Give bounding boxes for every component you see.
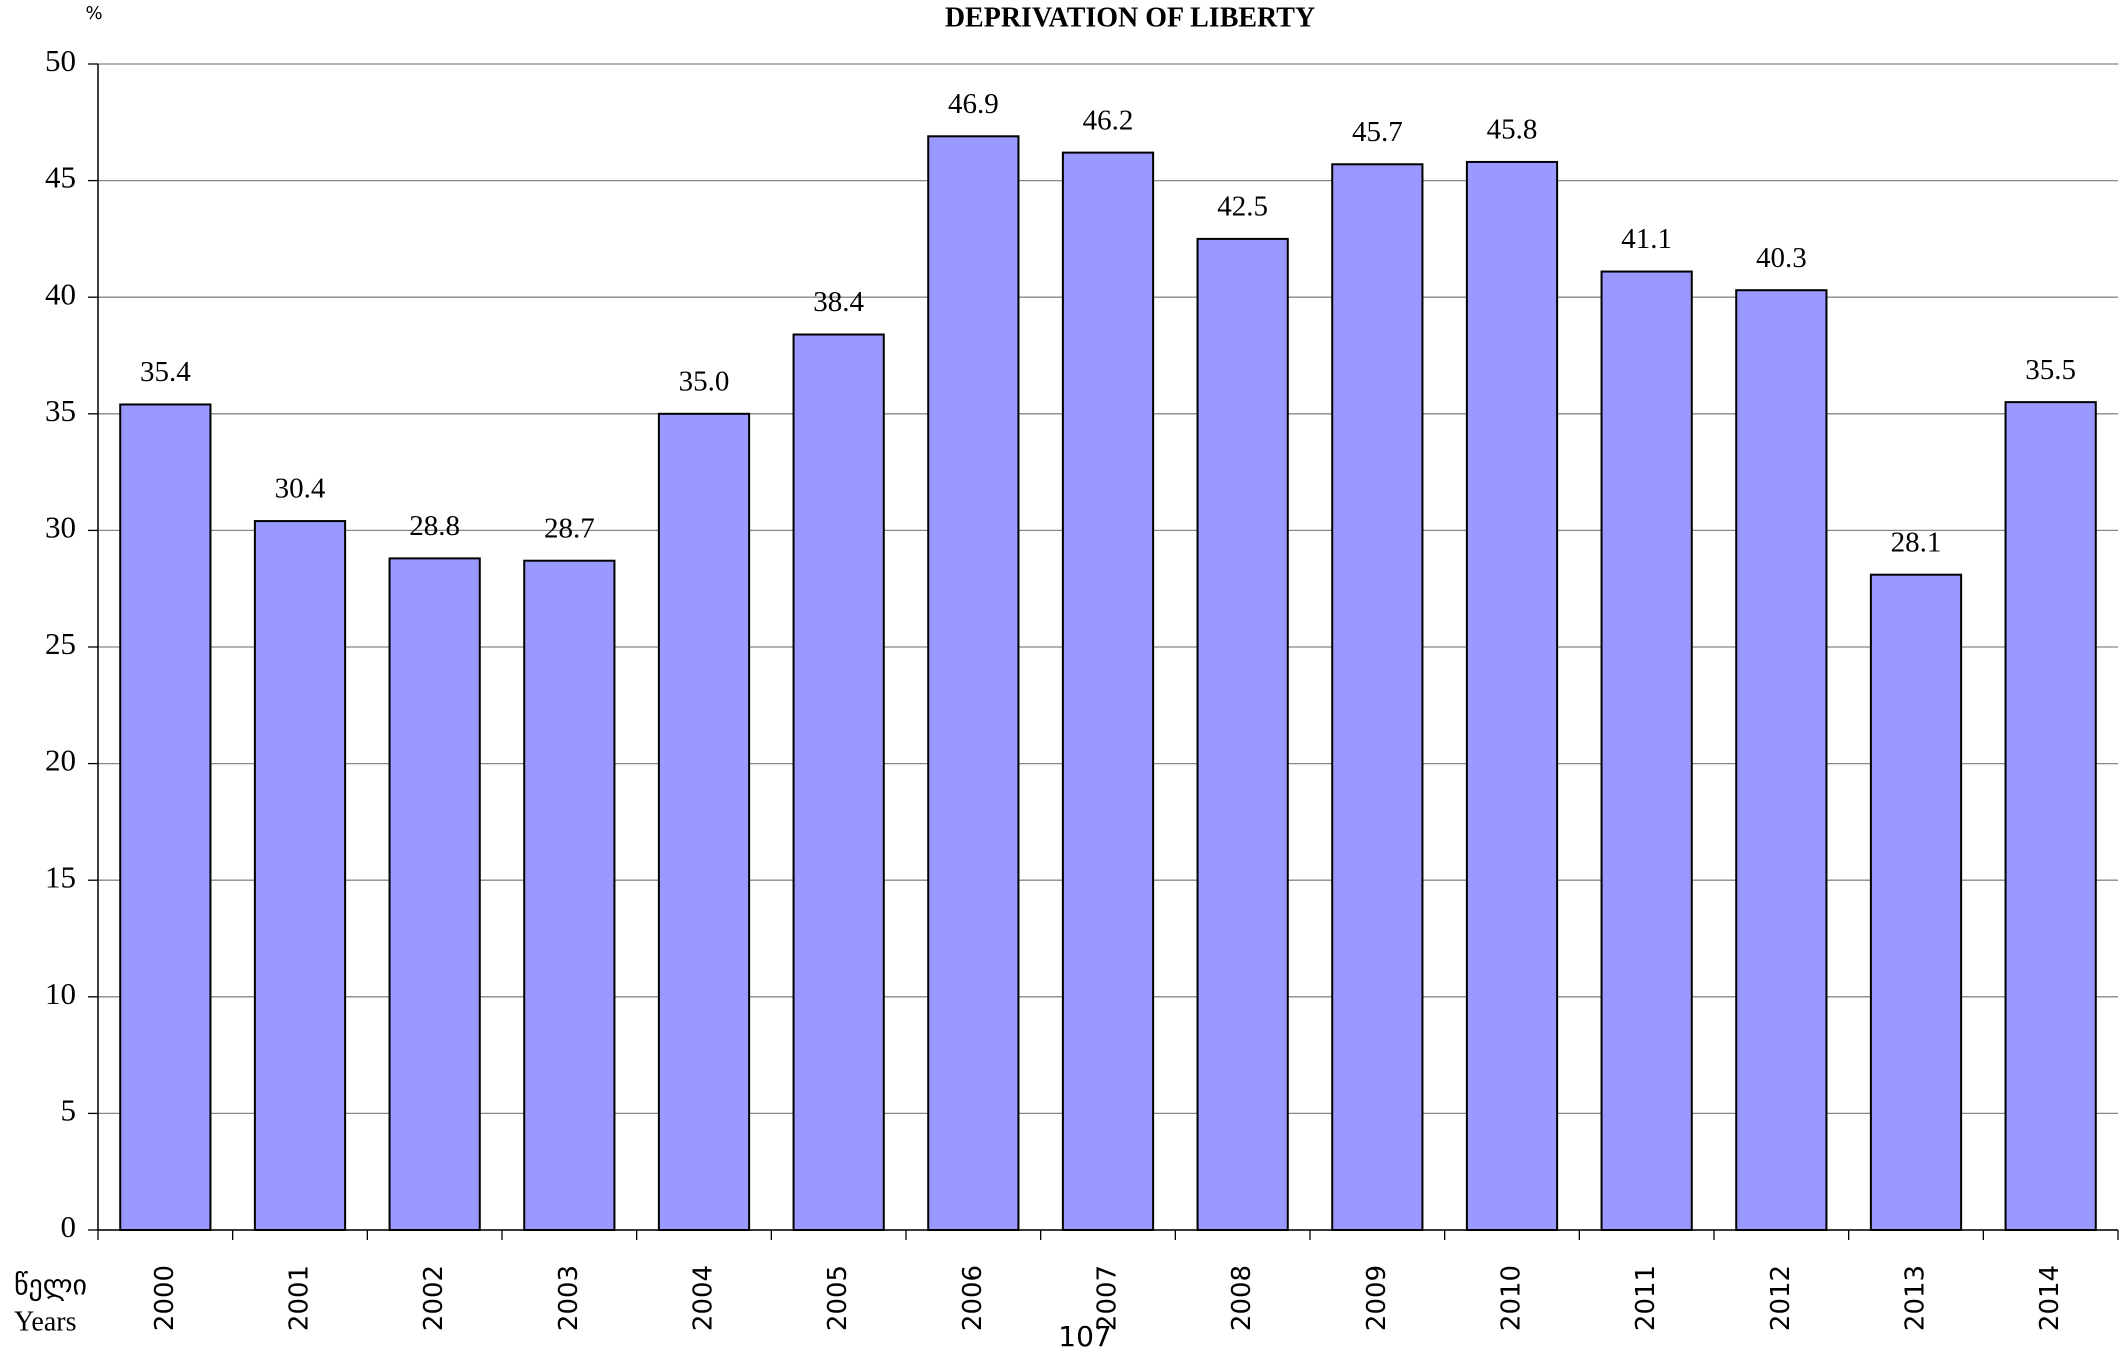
x-tick-label: 2004 <box>689 1265 719 1331</box>
value-label: 40.3 <box>1756 242 1807 274</box>
value-label: 28.8 <box>409 510 460 542</box>
bar <box>119 403 212 1231</box>
x-tick-label: 2000 <box>150 1265 180 1331</box>
value-label: 35.5 <box>2025 354 2076 386</box>
bar <box>1869 573 1963 1231</box>
value-label: 35.0 <box>679 365 730 397</box>
x-tick-label: 2001 <box>285 1265 315 1331</box>
x-tick-label: 2008 <box>1227 1265 1257 1331</box>
value-label: 45.8 <box>1487 114 1538 146</box>
value-label: 28.1 <box>1891 526 1942 558</box>
x-tick-label: 2012 <box>1766 1265 1796 1331</box>
value-label: 38.4 <box>813 286 864 318</box>
y-tick-label: 20 <box>45 743 76 778</box>
y-tick-label: 5 <box>61 1093 77 1128</box>
chart-title: DEPRIVATION OF LIBERTY <box>945 2 1315 33</box>
value-label: 35.4 <box>140 356 191 388</box>
bar <box>388 557 481 1231</box>
bar <box>253 520 347 1231</box>
x-tick-label: 2011 <box>1631 1265 1661 1331</box>
x-tick-label: 2006 <box>958 1265 988 1331</box>
bar <box>1196 237 1289 1231</box>
y-tick-label: 0 <box>61 1209 77 1244</box>
y-tick-label: 35 <box>45 393 76 428</box>
x-label-georgian: წელი <box>14 1270 87 1301</box>
page-number: 107 <box>1058 1320 1111 1351</box>
y-tick-label: 15 <box>45 859 76 894</box>
y-tick-label: 30 <box>45 510 76 545</box>
value-label: 45.7 <box>1352 116 1403 148</box>
bar <box>1600 270 1693 1232</box>
bar <box>2004 401 2097 1231</box>
x-label: Years <box>14 1306 77 1337</box>
bar <box>1331 163 1424 1231</box>
y-tick-label: 50 <box>45 43 76 78</box>
bar <box>657 412 751 1231</box>
x-tick-label: 2009 <box>1362 1265 1392 1331</box>
value-label: 30.4 <box>275 473 326 505</box>
x-tick-label: 2013 <box>1901 1265 1931 1331</box>
bar <box>1735 289 1828 1232</box>
value-label: 28.7 <box>544 512 595 544</box>
bar <box>1061 151 1155 1232</box>
bar <box>523 559 616 1231</box>
y-tick-label: 10 <box>45 976 76 1011</box>
x-tick-label: 2010 <box>1497 1265 1527 1331</box>
x-tick-label: 2014 <box>2035 1265 2065 1331</box>
x-tick-label: 2003 <box>554 1265 584 1331</box>
bar <box>1465 160 1559 1232</box>
value-label: 46.9 <box>948 88 999 120</box>
y-tick-label: 45 <box>45 160 76 195</box>
value-label: 41.1 <box>1621 223 1672 255</box>
y-tick-label: 25 <box>45 626 76 661</box>
bar <box>792 333 885 1231</box>
bar <box>927 135 1020 1232</box>
x-tick-label: 2005 <box>823 1265 853 1331</box>
value-label: 42.5 <box>1217 191 1268 223</box>
x-tick-label: 2007 <box>1093 1265 1123 1331</box>
y-unit: % <box>85 3 102 24</box>
y-tick-label: 40 <box>45 276 76 311</box>
x-tick-label: 2002 <box>419 1265 449 1331</box>
value-label: 46.2 <box>1083 104 1134 136</box>
